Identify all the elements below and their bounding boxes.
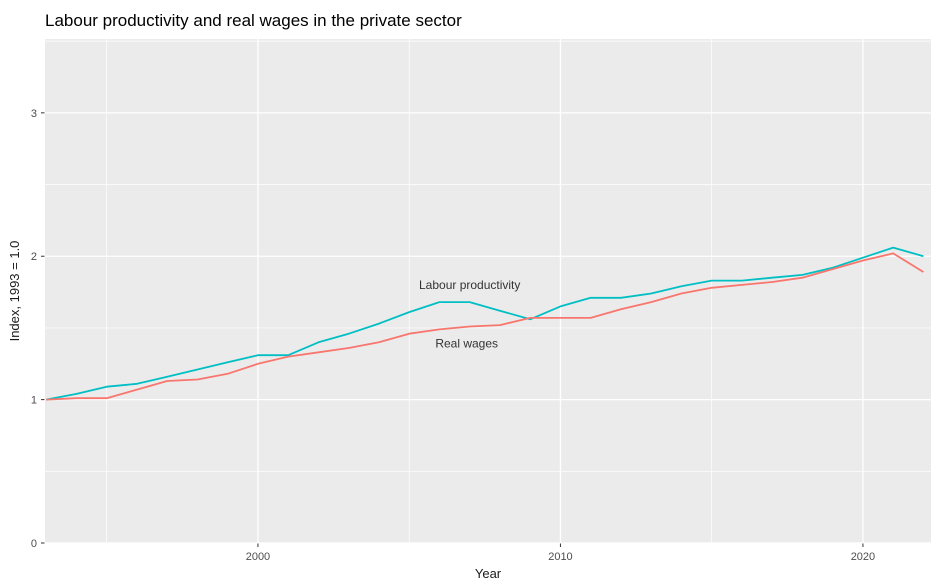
x-tick-label: 2000 [246,551,270,563]
x-tick-label: 2020 [851,551,875,563]
labour-productivity-line [46,246,924,401]
x-tick-label: 2010 [548,551,572,563]
gridlines-major [45,39,931,544]
y-tick-label: 2 [31,251,37,263]
y-tick-label: 1 [31,395,37,407]
y-tick-label: 0 [31,538,37,550]
series-annotations: Labour productivity Real wages [419,278,520,351]
series-label-labour-productivity: Labour productivity [419,278,520,292]
axis-tick-labels: 2000 2010 2020 0 1 2 3 [31,108,875,563]
y-axis-title: Index, 1993 = 1.0 [7,241,22,342]
x-axis-title: Year [475,566,502,581]
real-wages-line [46,252,924,401]
chart-title: Labour productivity and real wages in th… [45,11,462,30]
data-series-lines [46,246,924,401]
panel-background [45,39,931,543]
gridlines-minor [45,39,931,543]
axis-tick-marks [41,112,864,547]
series-label-real-wages: Real wages [435,337,498,351]
y-tick-label: 3 [31,108,37,120]
